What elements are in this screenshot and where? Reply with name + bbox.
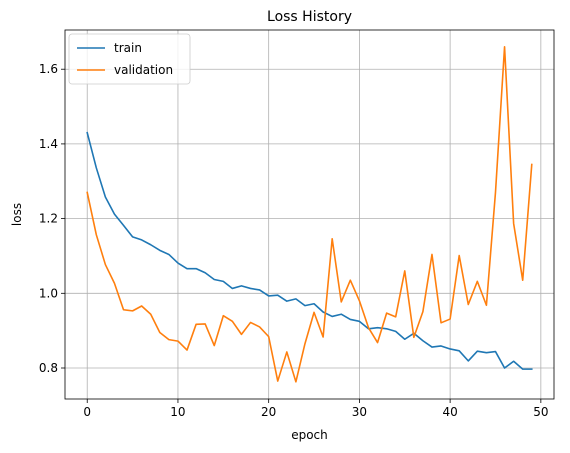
- plot-frame: [64, 29, 555, 400]
- x-tick-label: 0: [83, 405, 91, 419]
- grid: [65, 30, 554, 399]
- x-tick-label: 50: [533, 405, 548, 419]
- y-tick-label: 1.4: [39, 137, 58, 151]
- axis-ticks: 0 10 20 30 40 50 0.8 1.0 1.2 1.4 1.6: [39, 62, 549, 419]
- x-tick-label: 10: [170, 405, 185, 419]
- legend-label-validation: validation: [114, 63, 173, 77]
- y-tick-label: 1.2: [39, 212, 58, 226]
- x-tick-label: 20: [261, 405, 276, 419]
- y-axis-label: loss: [10, 203, 24, 226]
- y-tick-label: 0.8: [39, 361, 58, 375]
- series-line-train: [86, 131, 533, 370]
- series-line-validation: [86, 46, 533, 383]
- chart-title: Loss History: [267, 9, 352, 25]
- legend-label-train: train: [114, 41, 142, 55]
- y-tick-label: 1.0: [39, 286, 58, 300]
- series-lines: [86, 46, 533, 383]
- y-tick-label: 1.6: [39, 62, 58, 76]
- x-tick-label: 30: [352, 405, 367, 419]
- x-axis-label: epoch: [291, 428, 328, 442]
- legend: train validation: [68, 33, 191, 85]
- legend-box: [68, 33, 191, 85]
- x-tick-label: 40: [442, 405, 457, 419]
